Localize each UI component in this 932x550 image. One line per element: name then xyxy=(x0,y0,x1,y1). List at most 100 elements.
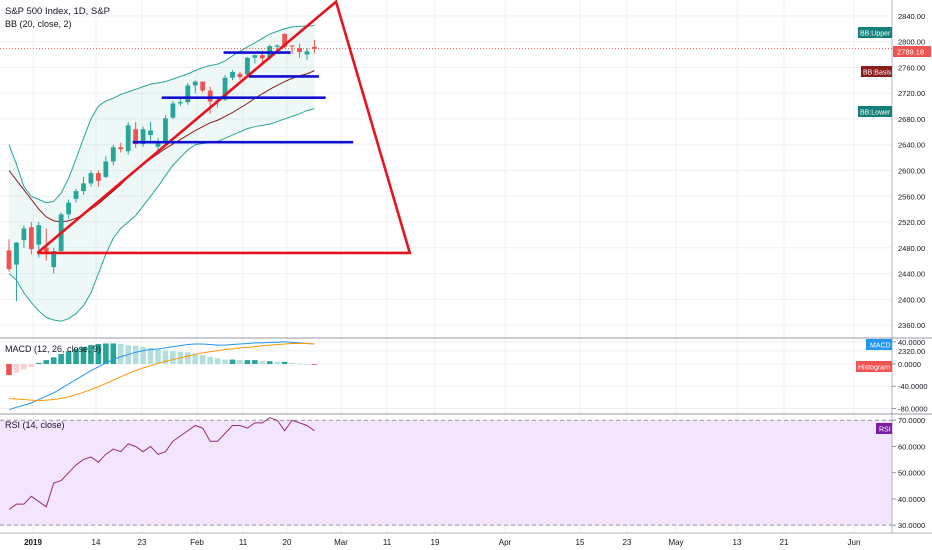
rsi-tick-label: 70.0000 xyxy=(898,416,925,425)
rsi-band-lines xyxy=(0,419,892,526)
macd-tick-label: -80.0000 xyxy=(898,404,928,413)
svg-text:Histogram: Histogram xyxy=(858,365,890,372)
candle-body xyxy=(73,191,79,199)
candle-body xyxy=(14,242,19,265)
macd-histogram-bar xyxy=(304,364,310,365)
candle xyxy=(81,176,86,195)
x-tick-label: Mar xyxy=(334,538,348,547)
bb-fill xyxy=(9,25,315,322)
candle-body xyxy=(297,48,302,52)
rsi-band-fill xyxy=(0,420,892,526)
macd-histogram-bar xyxy=(199,355,206,364)
candle-body xyxy=(177,102,183,104)
candle-body xyxy=(200,81,206,91)
macd-histogram-bar xyxy=(95,344,102,364)
candle xyxy=(6,239,12,272)
candle-body xyxy=(81,183,86,192)
candle xyxy=(96,170,101,187)
macd-line xyxy=(8,341,315,411)
macd-histogram-bar xyxy=(296,363,303,365)
svg-text:2789.18: 2789.18 xyxy=(897,48,924,57)
candle xyxy=(88,170,94,187)
price-axis[interactable]: 2840.00 2800.00 2760.00 2720.00 2680.00 2640.… xyxy=(898,12,925,356)
candle-body xyxy=(118,147,124,150)
candle xyxy=(110,144,116,166)
macd-axis[interactable]: 40.0000 0.0000 -40.0000 -80.0000 xyxy=(892,338,928,414)
bb-indicator-label[interactable]: BB (20, close, 2) xyxy=(5,19,72,29)
x-tick-label: 20 xyxy=(283,538,292,547)
macd-indicator-label[interactable]: MACD (12, 26, close, 9) xyxy=(5,344,101,354)
macd-tick-label: -40.0000 xyxy=(898,382,928,391)
candle xyxy=(73,188,79,203)
rsi-tick-label: 60.0000 xyxy=(898,442,925,451)
candle xyxy=(28,222,34,255)
bb-upper-badge: BB:Upper xyxy=(858,27,892,38)
candle-body xyxy=(282,33,288,47)
x-tick-label: Apr xyxy=(499,538,512,547)
candle xyxy=(185,82,191,105)
rsi-group xyxy=(8,417,315,510)
candle-body xyxy=(259,55,265,59)
macd-histogram-bar xyxy=(43,360,50,364)
x-tick-label: 19 xyxy=(431,538,440,547)
rsi-badge: RSI xyxy=(876,423,892,434)
macd-histogram-bar xyxy=(28,364,35,367)
macd-histogram-bar xyxy=(50,357,57,364)
macd-histogram-bar xyxy=(88,345,94,364)
time-axis[interactable]: 2019 14 23 Feb 11 20 Mar 11 19 Apr 15 23 May 13 21 Jun xyxy=(24,538,860,547)
macd-histogram-bar xyxy=(110,343,117,364)
macd-histogram-bar xyxy=(147,347,154,364)
candle xyxy=(252,54,258,64)
macd-histogram-bar xyxy=(13,364,20,373)
candles-group[interactable] xyxy=(6,33,317,302)
candle-body xyxy=(237,73,243,78)
price-tick-label: 2480.00 xyxy=(898,244,925,253)
macd-tick-label: 0.0000 xyxy=(898,360,921,369)
candle-body xyxy=(252,55,258,58)
candle-body xyxy=(312,46,317,49)
candle xyxy=(200,81,206,93)
rsi-indicator-label[interactable]: RSI (14, close) xyxy=(5,420,65,430)
candle xyxy=(297,43,302,58)
candle-body xyxy=(36,225,42,245)
candle-body xyxy=(207,90,213,102)
bollinger-group xyxy=(8,25,315,322)
candle xyxy=(125,122,131,155)
price-tick-label: 2800.00 xyxy=(898,38,925,47)
macd-histogram-bar xyxy=(192,353,199,364)
candle-body xyxy=(155,143,161,147)
annotation-group[interactable] xyxy=(36,0,412,255)
svg-text:BB:Upper: BB:Upper xyxy=(860,31,891,38)
candle-body xyxy=(51,251,57,268)
price-tick-label: 2560.00 xyxy=(898,192,925,201)
candle xyxy=(304,48,310,60)
symbol-title: S&P 500 Index, 1D, S&P xyxy=(5,6,110,17)
svg-text:MACD: MACD xyxy=(870,343,891,350)
rsi-tick-label: 50.0000 xyxy=(898,469,925,478)
candle-body xyxy=(274,45,280,47)
x-tick-label: 23 xyxy=(138,538,147,547)
macd-histogram-bar xyxy=(117,344,124,364)
macd-histogram-bar xyxy=(65,351,72,364)
macd-histogram-bar xyxy=(155,349,161,364)
x-tick-label: May xyxy=(668,538,683,547)
rsi-tick-label: 40.0000 xyxy=(898,495,925,504)
x-tick-label: 21 xyxy=(780,538,789,547)
candle-body xyxy=(245,57,250,75)
candle-body xyxy=(140,129,146,145)
macd-histogram-bar xyxy=(103,343,109,364)
rsi-axis[interactable]: 70.0000 60.0000 50.0000 40.0000 30.0000 xyxy=(892,416,925,530)
candle-body xyxy=(163,118,168,143)
svg-text:BB:Lower: BB:Lower xyxy=(860,110,891,117)
macd-histogram-bar xyxy=(259,361,266,364)
signal-line xyxy=(8,342,315,402)
svg-text:RSI: RSI xyxy=(879,427,891,434)
x-tick-label: 13 xyxy=(733,538,742,547)
x-tick-label: 14 xyxy=(92,538,101,547)
macd-histogram-bar xyxy=(252,360,258,364)
macd-histogram-bar xyxy=(266,361,273,364)
rsi-line xyxy=(8,417,315,510)
candle xyxy=(192,80,198,94)
x-tick-label: 11 xyxy=(383,538,392,547)
candle xyxy=(14,242,19,302)
